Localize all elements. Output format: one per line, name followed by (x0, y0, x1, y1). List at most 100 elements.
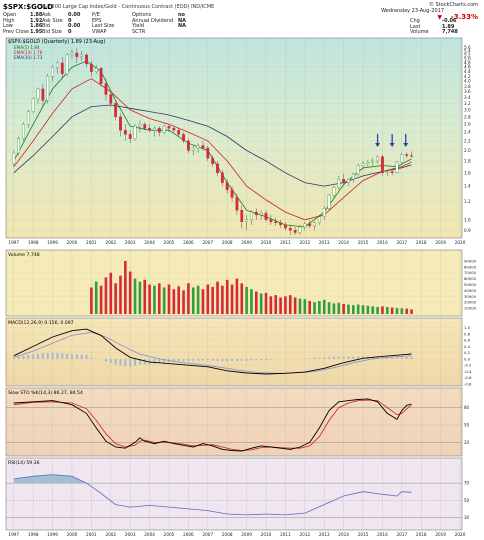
volume-bar (284, 296, 287, 314)
candle-body (109, 94, 113, 104)
x-tick-label: 1998 (28, 532, 39, 537)
x-tick-label: 2015 (358, 240, 369, 245)
price-tick-label: 3.0 (464, 107, 471, 112)
x-tick-label: 2002 (105, 240, 116, 245)
candle-body (75, 52, 79, 58)
candle-body (201, 145, 205, 149)
volume-bar (298, 298, 302, 314)
macd-histogram-bar (231, 358, 234, 362)
macd-histogram-bar (12, 357, 15, 359)
price-tick-label: 1.6 (464, 170, 471, 175)
ema3-label: EMA(30) 1.73 (14, 55, 43, 60)
price-tick-label: 4.2 (464, 74, 471, 79)
price-tick-label: 3.2 (464, 101, 471, 106)
x-tick-label: 2008 (222, 532, 233, 537)
volume-bar (90, 287, 93, 314)
volume-bar (303, 299, 307, 314)
volume-bar (157, 283, 161, 314)
macd-histogram-bar (104, 358, 107, 362)
candle-body (230, 189, 234, 198)
volume-bar (385, 306, 389, 314)
quote-label: Ask Size (42, 17, 63, 24)
candle-body (148, 127, 151, 131)
candle-body (138, 124, 142, 127)
macd-histogram-bar (163, 358, 166, 363)
x-tick-label: 1997 (8, 240, 19, 245)
macd-histogram-bar (410, 357, 413, 359)
macd-histogram-bar (269, 358, 272, 360)
candle-body (60, 62, 64, 75)
volume-bar (216, 281, 219, 314)
volume-tick-label: 70000 (464, 270, 477, 275)
chart-description: S&P 500 Large Cap Index/Gold - Continuou… (40, 4, 215, 10)
volume-panel-bg (5, 249, 463, 317)
candle-body (250, 211, 253, 220)
macd-histogram-bar (70, 354, 73, 359)
x-tick-label: 2002 (105, 532, 116, 537)
macd-histogram-bar (323, 357, 326, 359)
macd-histogram-bar (386, 357, 389, 359)
macd-tick-label: -0.2 (464, 363, 472, 368)
quote-label: Last Size (92, 23, 115, 29)
macd-histogram-bar (27, 355, 30, 359)
rsi-line (13, 474, 412, 516)
macd-histogram-bar (109, 358, 112, 364)
arrow-head-icon (389, 142, 395, 147)
price-tick-label: 3.4 (464, 95, 471, 100)
candle-body (104, 83, 108, 95)
candle-body (240, 210, 244, 222)
macd-histogram-bar (124, 358, 127, 366)
macd-histogram-bar (114, 358, 117, 365)
x-tick-label: 2018 (416, 532, 427, 537)
macd-histogram-bar (153, 358, 156, 364)
volume-bar (162, 287, 166, 314)
quote-value: NA (178, 17, 187, 24)
x-tick-label: 2012 (299, 532, 310, 537)
x-tick-label: 2003 (125, 532, 136, 537)
macd-histogram-bar (352, 356, 355, 359)
candle-body (31, 98, 35, 112)
volume-bar (250, 289, 253, 314)
x-tick-label: 2016 (377, 240, 388, 245)
macd-histogram-bar (80, 354, 83, 359)
quote-label: VWAP (92, 28, 107, 35)
candle-body (327, 194, 331, 209)
candle-body (245, 219, 249, 222)
candle-body (172, 127, 176, 131)
macd-histogram-bar (129, 358, 132, 367)
candle-body (381, 156, 384, 173)
candle-body (376, 156, 379, 162)
x-tick-label: 2009 (241, 240, 252, 245)
date-label: Wednesday 23-Aug-2017 (381, 8, 444, 14)
macd-line (13, 328, 412, 375)
price-tick-label: 2.8 (464, 114, 471, 119)
price-tick-label: 3.8 (464, 84, 471, 89)
macd-tick-label: 0.8 (464, 331, 471, 336)
candle-body (264, 212, 268, 220)
candle-body (410, 155, 413, 157)
volume-bar (206, 284, 210, 314)
volume-bar (352, 305, 355, 314)
macd-histogram-bar (138, 358, 141, 365)
volume-bar (94, 281, 98, 314)
candle-body (317, 216, 321, 223)
volume-tick-label: 50000 (464, 282, 477, 287)
macd-signal-line (13, 331, 412, 374)
quote-label: Last (410, 23, 421, 30)
candle-body (191, 147, 195, 151)
macd-histogram-bar (332, 356, 335, 359)
volume-bar (225, 279, 229, 314)
quote-value: 0 (68, 17, 72, 24)
candle-body (288, 227, 292, 231)
candle-body (99, 68, 103, 84)
macd-histogram-bar (51, 352, 54, 359)
macd-histogram-bar (313, 357, 316, 359)
candle-body (385, 171, 389, 173)
price-tick-label: 5.6 (464, 45, 471, 50)
candle-body (94, 68, 98, 72)
candle-body (225, 182, 229, 190)
candle-body (17, 138, 21, 154)
macd-histogram-bar (158, 358, 161, 363)
candle-body (405, 154, 409, 156)
volume-bar (182, 290, 185, 314)
